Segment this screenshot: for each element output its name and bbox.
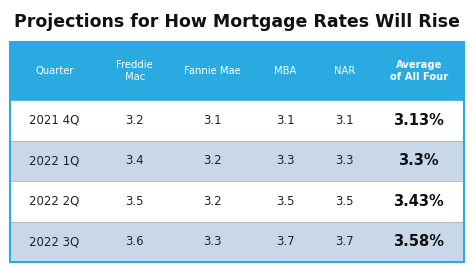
Text: 3.2: 3.2 — [126, 114, 144, 127]
Text: 3.5: 3.5 — [335, 195, 354, 208]
Text: 3.1: 3.1 — [335, 114, 354, 127]
Text: 3.58%: 3.58% — [393, 234, 444, 249]
Text: 3.5: 3.5 — [126, 195, 144, 208]
Text: Quarter: Quarter — [35, 66, 74, 76]
Text: 3.6: 3.6 — [126, 235, 144, 248]
FancyBboxPatch shape — [10, 42, 464, 100]
Text: 3.2: 3.2 — [203, 195, 222, 208]
FancyBboxPatch shape — [10, 222, 464, 262]
Text: 3.2: 3.2 — [203, 154, 222, 167]
Text: Average
of All Four: Average of All Four — [390, 60, 448, 82]
Text: Freddie
Mac: Freddie Mac — [116, 60, 153, 82]
Text: MBA: MBA — [274, 66, 296, 76]
Text: 3.1: 3.1 — [203, 114, 222, 127]
Text: NAR: NAR — [334, 66, 355, 76]
Text: Fannie Mae: Fannie Mae — [184, 66, 241, 76]
Text: 3.3%: 3.3% — [399, 153, 439, 168]
Text: 3.3: 3.3 — [276, 154, 294, 167]
Text: 3.3: 3.3 — [203, 235, 222, 248]
Text: 3.1: 3.1 — [276, 114, 294, 127]
Text: 3.4: 3.4 — [126, 154, 144, 167]
Text: 2021 4Q: 2021 4Q — [29, 114, 80, 127]
Text: 2022 3Q: 2022 3Q — [29, 235, 80, 248]
Text: 3.7: 3.7 — [335, 235, 354, 248]
FancyBboxPatch shape — [10, 100, 464, 140]
Text: 3.3: 3.3 — [335, 154, 354, 167]
Text: 2022 1Q: 2022 1Q — [29, 154, 80, 167]
Text: 3.5: 3.5 — [276, 195, 294, 208]
Text: 3.43%: 3.43% — [393, 194, 444, 209]
Text: Projections for How Mortgage Rates Will Rise: Projections for How Mortgage Rates Will … — [14, 13, 460, 31]
Text: 2022 2Q: 2022 2Q — [29, 195, 80, 208]
FancyBboxPatch shape — [10, 181, 464, 222]
Text: 3.7: 3.7 — [276, 235, 294, 248]
Text: 3.13%: 3.13% — [393, 113, 444, 128]
FancyBboxPatch shape — [10, 140, 464, 181]
